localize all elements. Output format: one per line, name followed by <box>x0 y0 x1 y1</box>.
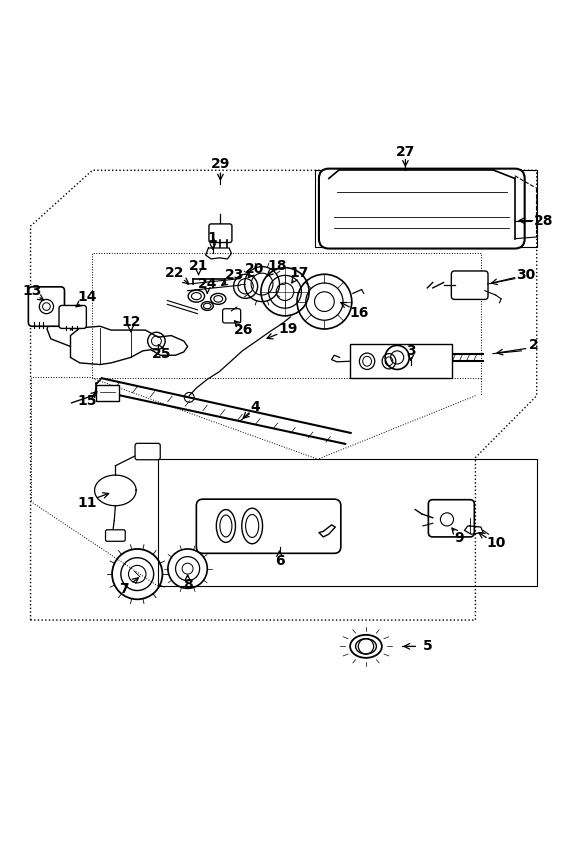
FancyBboxPatch shape <box>105 530 125 541</box>
Text: 6: 6 <box>275 554 284 568</box>
Text: 17: 17 <box>289 266 308 280</box>
Text: 7: 7 <box>119 582 129 596</box>
FancyBboxPatch shape <box>59 306 87 328</box>
Text: 4: 4 <box>250 400 260 414</box>
Text: 3: 3 <box>406 344 416 358</box>
Text: 21: 21 <box>189 259 208 273</box>
Text: 18: 18 <box>267 259 287 273</box>
Text: 2: 2 <box>529 338 539 353</box>
Text: 10: 10 <box>487 537 506 550</box>
Text: 27: 27 <box>396 145 415 160</box>
Text: 24: 24 <box>198 277 217 291</box>
Text: 8: 8 <box>183 578 193 592</box>
Text: 1: 1 <box>208 231 218 245</box>
Text: 23: 23 <box>225 268 245 283</box>
Text: 5: 5 <box>422 640 432 653</box>
Text: 20: 20 <box>245 262 264 276</box>
FancyBboxPatch shape <box>28 287 64 327</box>
Text: 13: 13 <box>22 284 42 298</box>
Text: 11: 11 <box>77 496 97 510</box>
Text: 29: 29 <box>211 157 230 170</box>
FancyBboxPatch shape <box>209 224 232 242</box>
FancyBboxPatch shape <box>429 500 474 537</box>
Text: 19: 19 <box>278 322 298 336</box>
Text: 9: 9 <box>454 531 464 545</box>
Text: 14: 14 <box>77 290 97 304</box>
FancyBboxPatch shape <box>319 169 524 248</box>
FancyBboxPatch shape <box>223 309 241 323</box>
Text: 25: 25 <box>152 347 172 360</box>
Bar <box>96 385 119 401</box>
Text: 15: 15 <box>77 394 97 408</box>
Text: 16: 16 <box>349 306 369 320</box>
Bar <box>349 344 453 378</box>
FancyBboxPatch shape <box>196 499 341 554</box>
Text: 12: 12 <box>121 316 140 329</box>
FancyBboxPatch shape <box>451 271 488 300</box>
Text: 30: 30 <box>516 268 535 283</box>
FancyBboxPatch shape <box>135 443 160 460</box>
Text: 26: 26 <box>234 323 254 337</box>
Text: 28: 28 <box>534 214 553 228</box>
Text: 22: 22 <box>165 266 184 280</box>
